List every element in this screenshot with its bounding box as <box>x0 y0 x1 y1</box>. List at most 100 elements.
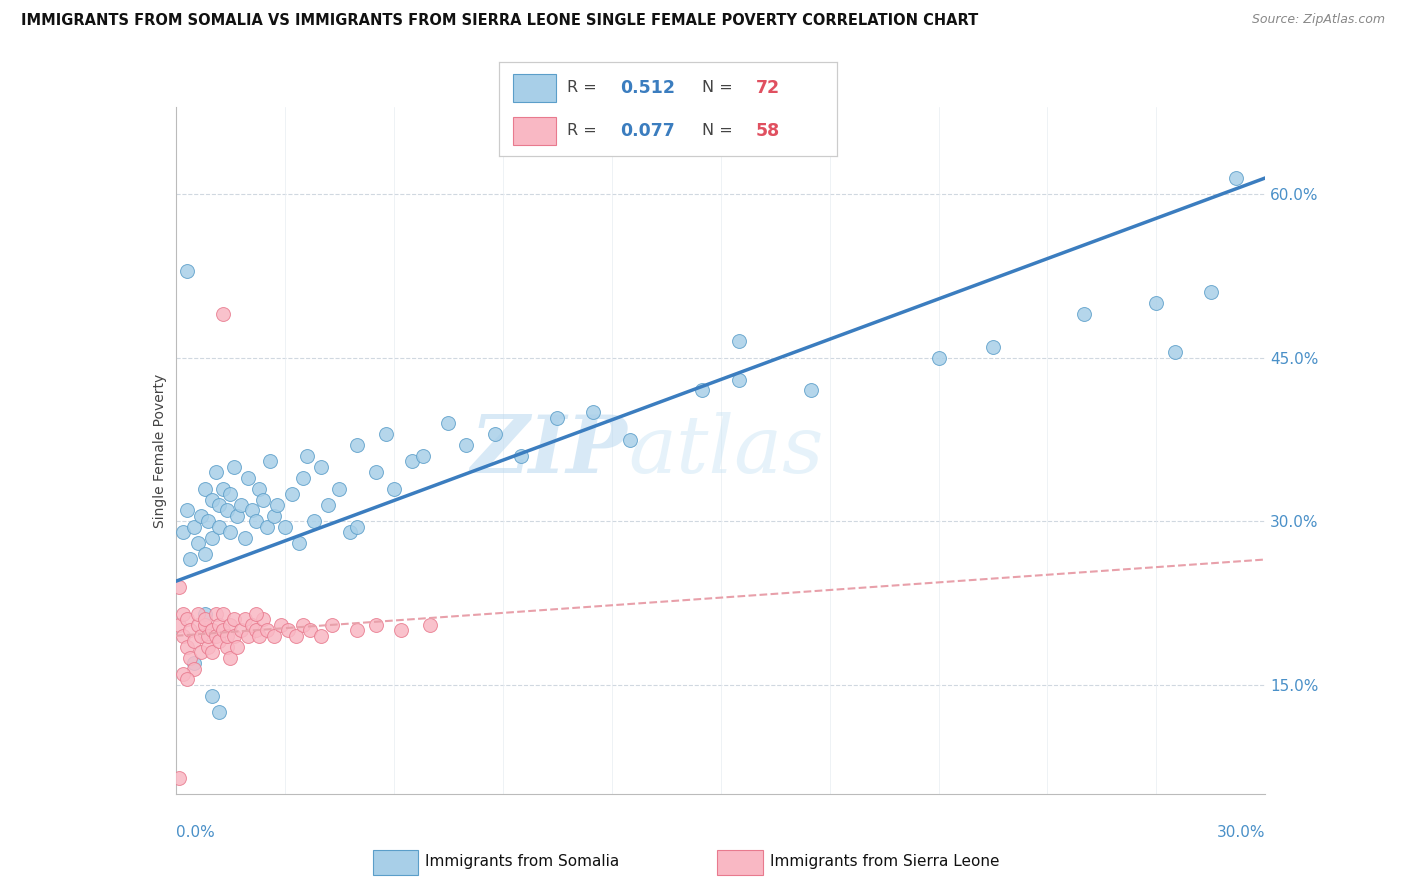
Point <box>179 650 201 665</box>
FancyBboxPatch shape <box>373 850 419 874</box>
Point <box>208 498 231 512</box>
Point <box>172 607 194 621</box>
Text: R =: R = <box>567 123 602 138</box>
Point <box>183 520 205 534</box>
Point <box>346 438 368 452</box>
Point <box>222 612 245 626</box>
Text: Immigrants from Sierra Leone: Immigrants from Sierra Leone <box>770 855 1000 869</box>
Point <box>928 351 950 365</box>
Point <box>256 520 278 534</box>
Point <box>456 438 478 452</box>
Point <box>509 449 531 463</box>
Point <box>231 498 253 512</box>
Point <box>208 705 231 719</box>
Point <box>219 525 242 540</box>
Point <box>204 629 226 643</box>
Point <box>194 607 217 621</box>
Point <box>247 482 270 496</box>
Point <box>238 629 260 643</box>
Point <box>247 629 270 643</box>
Point <box>226 640 249 654</box>
Point <box>201 689 224 703</box>
Point <box>309 459 332 474</box>
Point <box>219 618 242 632</box>
Point <box>176 612 198 626</box>
Point <box>240 618 263 632</box>
Point <box>291 618 314 632</box>
Point <box>208 520 231 534</box>
Text: 0.077: 0.077 <box>620 122 675 140</box>
Point <box>190 645 212 659</box>
Point <box>215 640 238 654</box>
Point <box>201 624 224 638</box>
FancyBboxPatch shape <box>513 117 557 145</box>
Point <box>172 525 194 540</box>
Point <box>256 624 278 638</box>
Point <box>219 487 242 501</box>
Point <box>183 661 205 675</box>
Point <box>190 629 212 643</box>
Point <box>412 449 434 463</box>
Point <box>727 334 749 349</box>
Point <box>245 624 267 638</box>
Point <box>212 607 235 621</box>
Text: N =: N = <box>702 123 738 138</box>
Point <box>233 612 256 626</box>
Point <box>259 454 281 468</box>
Point <box>389 624 412 638</box>
Point <box>800 384 823 398</box>
Point <box>186 618 209 632</box>
Point <box>339 525 361 540</box>
Point <box>245 514 267 528</box>
Point <box>364 618 387 632</box>
Point <box>212 482 235 496</box>
Point <box>172 629 194 643</box>
Point <box>382 482 405 496</box>
Point <box>364 465 387 479</box>
Point <box>183 656 205 670</box>
Point <box>318 498 340 512</box>
Point <box>291 471 314 485</box>
Point <box>204 607 226 621</box>
Point <box>1073 307 1095 321</box>
Point <box>328 482 350 496</box>
Point <box>212 624 235 638</box>
Point <box>309 629 332 643</box>
Point <box>295 449 318 463</box>
Point <box>1225 170 1247 185</box>
Point <box>375 427 398 442</box>
Point <box>484 427 506 442</box>
Point <box>179 624 201 638</box>
Point <box>197 640 219 654</box>
Point <box>190 508 212 523</box>
Point <box>238 471 260 485</box>
Point <box>172 667 194 681</box>
Point <box>169 618 191 632</box>
Point <box>346 520 368 534</box>
Point <box>226 508 249 523</box>
Text: Source: ZipAtlas.com: Source: ZipAtlas.com <box>1251 13 1385 27</box>
Point <box>582 405 605 419</box>
Point <box>183 634 205 648</box>
Point <box>302 514 325 528</box>
Text: R =: R = <box>567 80 602 95</box>
Point <box>252 492 274 507</box>
Point <box>233 531 256 545</box>
Point <box>231 624 253 638</box>
Text: N =: N = <box>702 80 738 95</box>
Point <box>727 373 749 387</box>
Point <box>169 771 191 785</box>
Point <box>546 410 568 425</box>
FancyBboxPatch shape <box>717 850 762 874</box>
Point <box>692 384 714 398</box>
Point <box>204 465 226 479</box>
Point <box>179 552 201 566</box>
Point <box>263 629 285 643</box>
Point <box>208 618 231 632</box>
Point <box>321 618 343 632</box>
Point <box>201 645 224 659</box>
Point <box>299 624 322 638</box>
Point <box>1199 285 1222 300</box>
Point <box>281 487 304 501</box>
Point <box>212 307 235 321</box>
